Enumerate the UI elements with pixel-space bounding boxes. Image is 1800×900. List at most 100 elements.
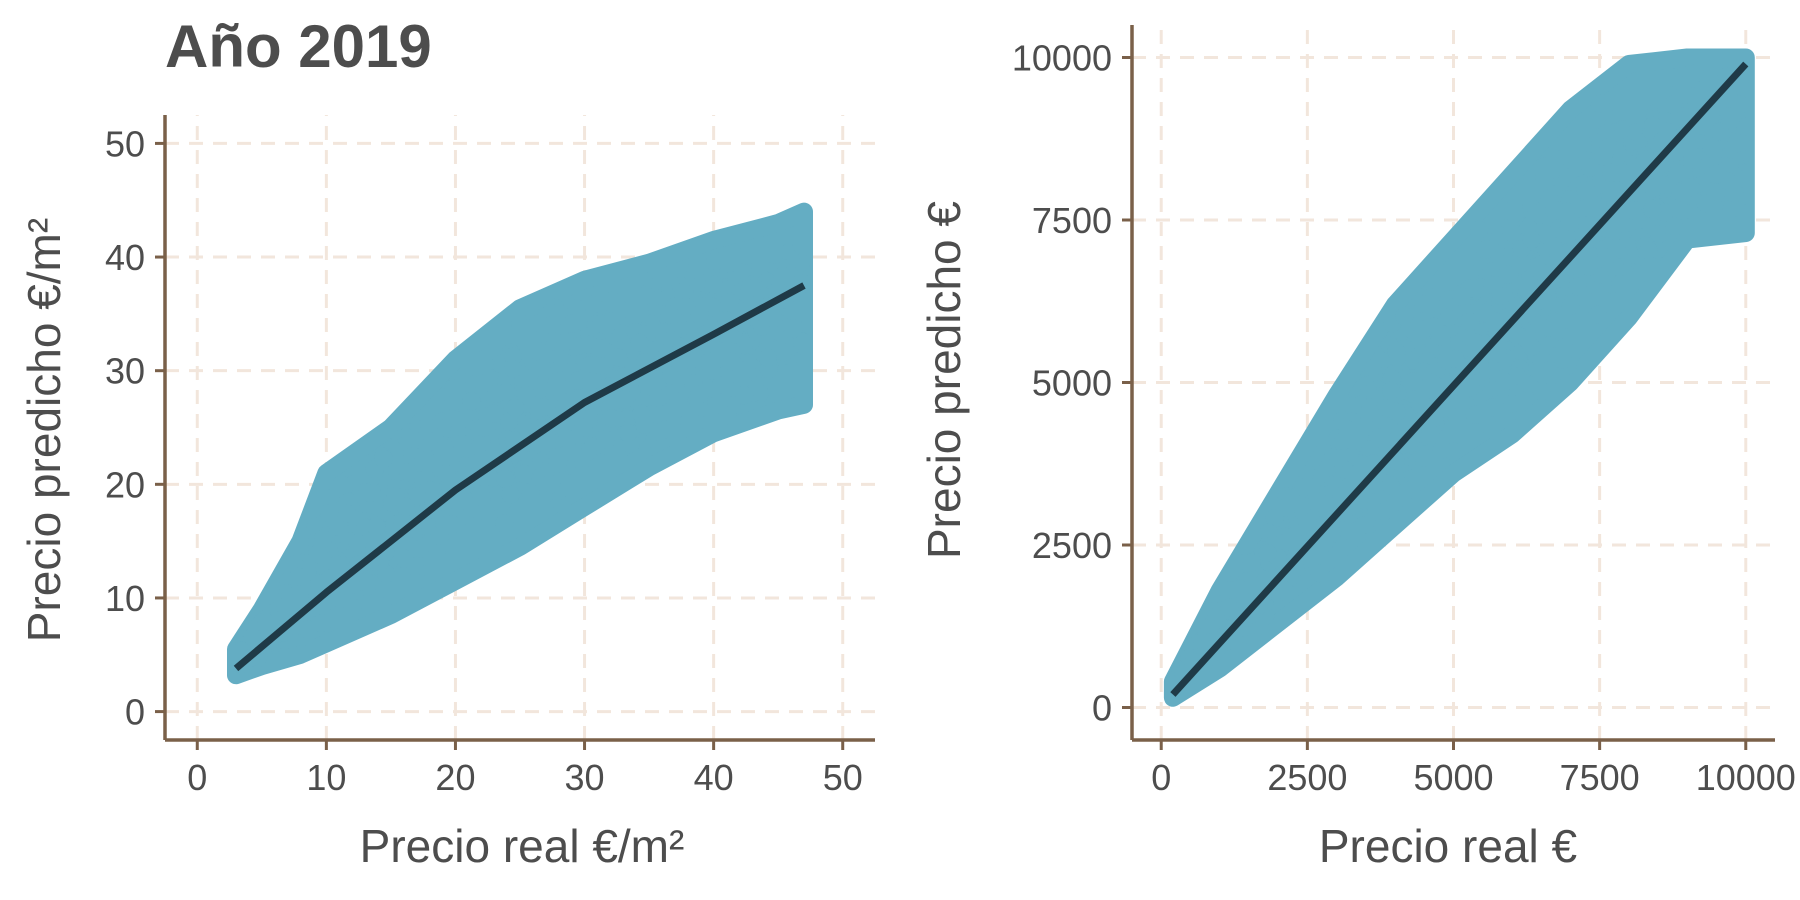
data-point xyxy=(1683,150,1702,169)
data-point xyxy=(312,614,330,633)
data-point xyxy=(1613,163,1632,182)
data-point xyxy=(1395,307,1414,326)
data-point xyxy=(519,369,538,387)
data-point xyxy=(1307,547,1326,565)
x-tick-label: 2500 xyxy=(1267,757,1347,798)
data-point xyxy=(1560,212,1579,231)
data-point xyxy=(1446,349,1465,368)
data-point xyxy=(1461,312,1480,331)
y-tick-label: 2500 xyxy=(1032,525,1112,566)
data-point xyxy=(1665,217,1684,235)
data-point xyxy=(1667,165,1686,183)
data-point xyxy=(1329,449,1348,468)
data-point xyxy=(758,348,777,367)
data-point xyxy=(638,375,657,394)
data-point xyxy=(383,586,402,605)
right-ticks: 0 2500 5000 7500 10000 0 2500 5000 7500 10000 xyxy=(1012,38,1796,799)
data-point xyxy=(1414,295,1433,313)
y-tick-label: 7500 xyxy=(1032,200,1112,241)
data-point xyxy=(1522,230,1541,249)
data-point xyxy=(343,598,362,617)
data-point xyxy=(1425,317,1444,336)
y-tick-label: 40 xyxy=(105,237,145,278)
data-point xyxy=(310,574,329,593)
data-point xyxy=(1733,170,1751,188)
data-point xyxy=(765,245,784,264)
data-point xyxy=(1220,598,1239,617)
data-point xyxy=(612,301,630,320)
data-point xyxy=(1230,579,1249,598)
data-point xyxy=(1586,199,1605,218)
data-point xyxy=(1623,201,1642,220)
data-point xyxy=(596,430,615,449)
data-point xyxy=(348,534,367,553)
y-tick-label: 30 xyxy=(105,351,145,392)
data-point xyxy=(1735,81,1754,100)
data-point xyxy=(1644,116,1662,135)
data-point xyxy=(1579,257,1598,276)
data-point xyxy=(1452,287,1471,306)
left-ticks: 0 10 20 30 40 50 0 10 20 30 40 50 xyxy=(105,123,863,798)
data-point xyxy=(615,390,634,409)
data-point xyxy=(1706,165,1725,184)
data-point xyxy=(1497,202,1516,220)
data-point xyxy=(506,398,525,417)
data-point xyxy=(1478,240,1497,259)
data-point xyxy=(1503,394,1522,413)
chart-title: Año 2019 xyxy=(165,13,432,80)
data-point xyxy=(399,463,418,482)
data-point xyxy=(592,314,611,333)
data-point xyxy=(548,455,567,474)
data-point xyxy=(1576,181,1595,200)
data-point xyxy=(298,620,317,639)
data-point xyxy=(669,392,688,411)
data-point xyxy=(1470,220,1489,239)
data-point xyxy=(1722,199,1741,218)
data-point xyxy=(1258,544,1277,562)
data-point xyxy=(1540,189,1559,207)
data-point xyxy=(690,385,709,404)
data-point xyxy=(487,384,505,403)
data-point xyxy=(412,539,430,558)
data-point xyxy=(1710,122,1729,141)
data-point xyxy=(733,260,752,279)
data-point xyxy=(517,385,536,404)
data-point xyxy=(612,324,631,343)
data-point xyxy=(1339,420,1358,439)
data-point xyxy=(1485,311,1504,330)
data-point xyxy=(462,392,481,411)
data-point xyxy=(630,333,649,352)
data-point xyxy=(686,261,705,279)
data-point xyxy=(692,297,711,315)
data-point xyxy=(1387,342,1406,361)
data-point xyxy=(1502,223,1521,242)
data-point xyxy=(1361,440,1379,459)
data-point xyxy=(1597,248,1616,266)
data-point xyxy=(720,293,739,312)
data-point xyxy=(444,392,463,411)
data-point xyxy=(636,286,655,305)
fit-line xyxy=(1170,61,1749,697)
data-point xyxy=(735,386,754,405)
data-point xyxy=(257,613,276,632)
data-point xyxy=(1415,448,1433,467)
data-point xyxy=(764,309,783,328)
data-point xyxy=(430,526,449,545)
data-point xyxy=(1274,534,1293,553)
data-point xyxy=(289,567,308,586)
data-point xyxy=(1696,194,1715,213)
data-point xyxy=(1543,237,1562,255)
data-point xyxy=(740,279,759,298)
x-tick-label: 40 xyxy=(694,757,734,798)
data-point xyxy=(1726,135,1745,153)
data-point xyxy=(557,393,575,412)
data-point xyxy=(538,431,557,450)
data-point xyxy=(1404,372,1423,391)
y-tick-label: 0 xyxy=(1092,688,1112,729)
data-point xyxy=(635,415,654,434)
data-point xyxy=(1568,277,1587,296)
data-point xyxy=(1561,296,1580,315)
data-point xyxy=(496,469,515,488)
data-point xyxy=(660,305,679,324)
data-point xyxy=(1298,515,1317,533)
